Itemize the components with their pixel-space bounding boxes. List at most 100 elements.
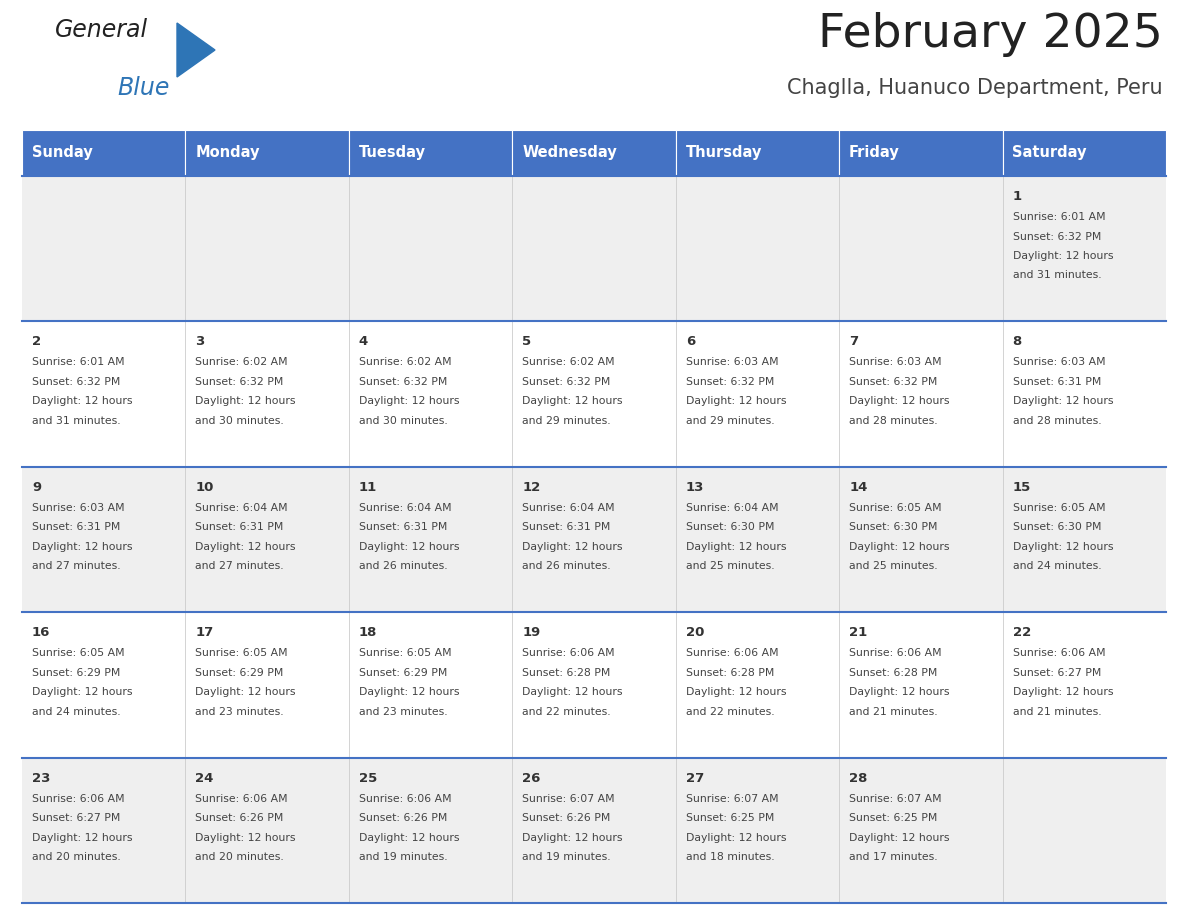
FancyBboxPatch shape: [839, 612, 1003, 757]
Text: Sunset: 6:26 PM: Sunset: 6:26 PM: [523, 813, 611, 823]
Text: and 22 minutes.: and 22 minutes.: [685, 707, 775, 717]
Text: Sunrise: 6:06 AM: Sunrise: 6:06 AM: [359, 793, 451, 803]
Text: Daylight: 12 hours: Daylight: 12 hours: [685, 397, 786, 407]
Polygon shape: [177, 23, 215, 77]
FancyBboxPatch shape: [349, 176, 512, 321]
Text: Sunrise: 6:05 AM: Sunrise: 6:05 AM: [359, 648, 451, 658]
FancyBboxPatch shape: [512, 130, 676, 176]
Text: and 25 minutes.: and 25 minutes.: [685, 561, 775, 571]
Text: Daylight: 12 hours: Daylight: 12 hours: [1012, 542, 1113, 552]
Text: 13: 13: [685, 481, 704, 494]
Text: Sunset: 6:28 PM: Sunset: 6:28 PM: [523, 667, 611, 677]
Text: and 27 minutes.: and 27 minutes.: [32, 561, 121, 571]
Text: Sunrise: 6:06 AM: Sunrise: 6:06 AM: [849, 648, 942, 658]
Text: and 22 minutes.: and 22 minutes.: [523, 707, 611, 717]
Text: 3: 3: [196, 335, 204, 349]
Text: and 30 minutes.: and 30 minutes.: [359, 416, 448, 426]
FancyBboxPatch shape: [1003, 130, 1165, 176]
Text: Sunrise: 6:01 AM: Sunrise: 6:01 AM: [1012, 212, 1105, 222]
Text: Daylight: 12 hours: Daylight: 12 hours: [523, 833, 623, 843]
Text: Sunrise: 6:03 AM: Sunrise: 6:03 AM: [32, 503, 125, 513]
Text: Sunset: 6:29 PM: Sunset: 6:29 PM: [196, 667, 284, 677]
Text: Sunrise: 6:05 AM: Sunrise: 6:05 AM: [1012, 503, 1105, 513]
Text: Daylight: 12 hours: Daylight: 12 hours: [196, 688, 296, 697]
FancyBboxPatch shape: [185, 176, 349, 321]
FancyBboxPatch shape: [23, 757, 185, 903]
Text: Sunrise: 6:06 AM: Sunrise: 6:06 AM: [1012, 648, 1105, 658]
Text: 24: 24: [196, 772, 214, 785]
FancyBboxPatch shape: [185, 466, 349, 612]
Text: Sunrise: 6:06 AM: Sunrise: 6:06 AM: [32, 793, 125, 803]
FancyBboxPatch shape: [185, 612, 349, 757]
Text: Sunset: 6:27 PM: Sunset: 6:27 PM: [32, 813, 120, 823]
FancyBboxPatch shape: [512, 321, 676, 466]
FancyBboxPatch shape: [23, 130, 185, 176]
Text: 15: 15: [1012, 481, 1031, 494]
Text: Daylight: 12 hours: Daylight: 12 hours: [523, 688, 623, 697]
FancyBboxPatch shape: [349, 130, 512, 176]
FancyBboxPatch shape: [1003, 612, 1165, 757]
Text: 12: 12: [523, 481, 541, 494]
FancyBboxPatch shape: [839, 130, 1003, 176]
Text: and 21 minutes.: and 21 minutes.: [1012, 707, 1101, 717]
Text: and 21 minutes.: and 21 minutes.: [849, 707, 937, 717]
Text: Daylight: 12 hours: Daylight: 12 hours: [359, 833, 460, 843]
FancyBboxPatch shape: [676, 612, 839, 757]
Text: 2: 2: [32, 335, 42, 349]
FancyBboxPatch shape: [676, 176, 839, 321]
Text: Blue: Blue: [116, 76, 170, 100]
Text: Tuesday: Tuesday: [359, 145, 425, 161]
FancyBboxPatch shape: [676, 321, 839, 466]
FancyBboxPatch shape: [23, 176, 185, 321]
Text: Sunrise: 6:04 AM: Sunrise: 6:04 AM: [359, 503, 451, 513]
Text: 18: 18: [359, 626, 378, 639]
FancyBboxPatch shape: [512, 612, 676, 757]
Text: Daylight: 12 hours: Daylight: 12 hours: [849, 542, 949, 552]
Text: and 25 minutes.: and 25 minutes.: [849, 561, 937, 571]
Text: 4: 4: [359, 335, 368, 349]
Text: Sunrise: 6:05 AM: Sunrise: 6:05 AM: [849, 503, 942, 513]
Text: and 31 minutes.: and 31 minutes.: [1012, 271, 1101, 281]
FancyBboxPatch shape: [23, 321, 185, 466]
Text: Sunset: 6:26 PM: Sunset: 6:26 PM: [196, 813, 284, 823]
Text: and 23 minutes.: and 23 minutes.: [359, 707, 448, 717]
FancyBboxPatch shape: [676, 130, 839, 176]
Text: 21: 21: [849, 626, 867, 639]
Text: Sunrise: 6:07 AM: Sunrise: 6:07 AM: [849, 793, 942, 803]
Text: Sunset: 6:30 PM: Sunset: 6:30 PM: [685, 522, 775, 532]
Text: Sunset: 6:27 PM: Sunset: 6:27 PM: [1012, 667, 1101, 677]
FancyBboxPatch shape: [185, 321, 349, 466]
FancyBboxPatch shape: [349, 757, 512, 903]
Text: 11: 11: [359, 481, 377, 494]
Text: Sunset: 6:31 PM: Sunset: 6:31 PM: [1012, 377, 1101, 386]
Text: 6: 6: [685, 335, 695, 349]
Text: Sunrise: 6:04 AM: Sunrise: 6:04 AM: [196, 503, 287, 513]
Text: Daylight: 12 hours: Daylight: 12 hours: [849, 688, 949, 697]
Text: Sunset: 6:32 PM: Sunset: 6:32 PM: [359, 377, 447, 386]
FancyBboxPatch shape: [512, 466, 676, 612]
Text: Sunset: 6:32 PM: Sunset: 6:32 PM: [685, 377, 775, 386]
Text: Daylight: 12 hours: Daylight: 12 hours: [849, 397, 949, 407]
Text: and 29 minutes.: and 29 minutes.: [523, 416, 611, 426]
Text: Daylight: 12 hours: Daylight: 12 hours: [1012, 251, 1113, 261]
Text: and 24 minutes.: and 24 minutes.: [32, 707, 121, 717]
FancyBboxPatch shape: [349, 466, 512, 612]
FancyBboxPatch shape: [349, 321, 512, 466]
Text: Monday: Monday: [195, 145, 260, 161]
FancyBboxPatch shape: [839, 321, 1003, 466]
Text: Daylight: 12 hours: Daylight: 12 hours: [523, 542, 623, 552]
Text: and 18 minutes.: and 18 minutes.: [685, 852, 775, 862]
Text: and 26 minutes.: and 26 minutes.: [523, 561, 611, 571]
FancyBboxPatch shape: [676, 466, 839, 612]
Text: Sunrise: 6:02 AM: Sunrise: 6:02 AM: [359, 357, 451, 367]
Text: and 17 minutes.: and 17 minutes.: [849, 852, 937, 862]
Text: Sunrise: 6:01 AM: Sunrise: 6:01 AM: [32, 357, 125, 367]
Text: Sunrise: 6:05 AM: Sunrise: 6:05 AM: [196, 648, 287, 658]
Text: Daylight: 12 hours: Daylight: 12 hours: [196, 397, 296, 407]
Text: and 28 minutes.: and 28 minutes.: [1012, 416, 1101, 426]
Text: Sunrise: 6:06 AM: Sunrise: 6:06 AM: [523, 648, 615, 658]
Text: Wednesday: Wednesday: [522, 145, 617, 161]
Text: and 31 minutes.: and 31 minutes.: [32, 416, 121, 426]
FancyBboxPatch shape: [23, 466, 185, 612]
Text: 19: 19: [523, 626, 541, 639]
